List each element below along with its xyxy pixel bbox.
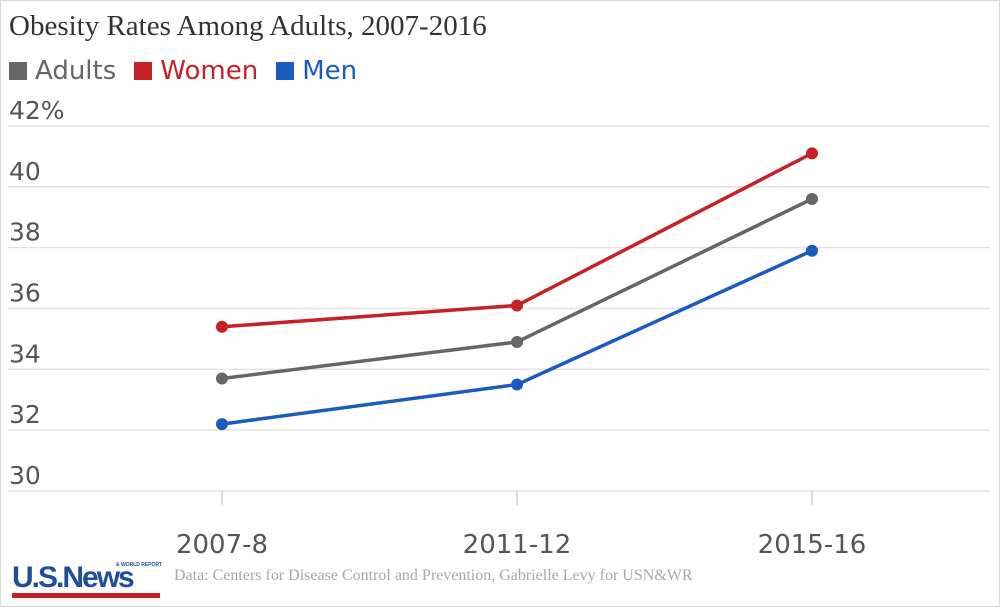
legend-swatch-adults [9, 62, 27, 80]
legend-label-women: Women [160, 56, 259, 86]
legend-swatch-men [276, 62, 295, 80]
logo-subtext: & WORLD REPORT [116, 562, 163, 568]
legend-label-men: Men [302, 56, 358, 86]
y-tick-label-36: 36 [9, 279, 41, 308]
usnews-logo: U.S.News & WORLD REPORT [12, 561, 163, 599]
point-men-2 [806, 244, 818, 257]
footer: U.S.News & WORLD REPORT Data: Centers fo… [12, 561, 693, 599]
point-men-1 [511, 378, 523, 391]
chart-title: Obesity Rates Among Adults, 2007-2016 [9, 10, 487, 42]
logo-red-bar [12, 593, 160, 598]
source-note: Data: Centers for Disease Control and Pr… [174, 567, 693, 584]
x-tick-label-1: 2011-12 [463, 530, 572, 560]
point-women-0 [216, 320, 228, 333]
y-tick-label-34: 34 [9, 339, 41, 368]
x-tick-label-2: 2015-16 [758, 530, 867, 560]
legend-item-adults: Adults [9, 56, 116, 86]
point-women-2 [806, 147, 818, 160]
point-women-1 [511, 299, 523, 312]
point-adults-1 [511, 335, 523, 348]
legend-item-women: Women [134, 56, 258, 86]
point-adults-2 [806, 193, 818, 205]
legend-item-men: Men [276, 56, 357, 86]
legend-label-adults: Adults [35, 56, 117, 86]
legend: Adults Women Men [9, 56, 375, 86]
point-men-0 [216, 418, 228, 431]
series-line-adults [221, 197, 813, 381]
point-adults-0 [216, 372, 228, 385]
logo-text: U.S.News [12, 561, 135, 594]
y-tick-label-30: 30 [9, 461, 41, 490]
y-tick-label-32: 32 [9, 400, 41, 429]
legend-swatch-women [134, 62, 153, 80]
y-tick-label-40: 40 [9, 157, 41, 186]
y-tick-label-42: 42% [9, 96, 65, 125]
x-tick-label-0: 2007-8 [176, 530, 268, 560]
y-tick-label-38: 38 [9, 218, 41, 247]
